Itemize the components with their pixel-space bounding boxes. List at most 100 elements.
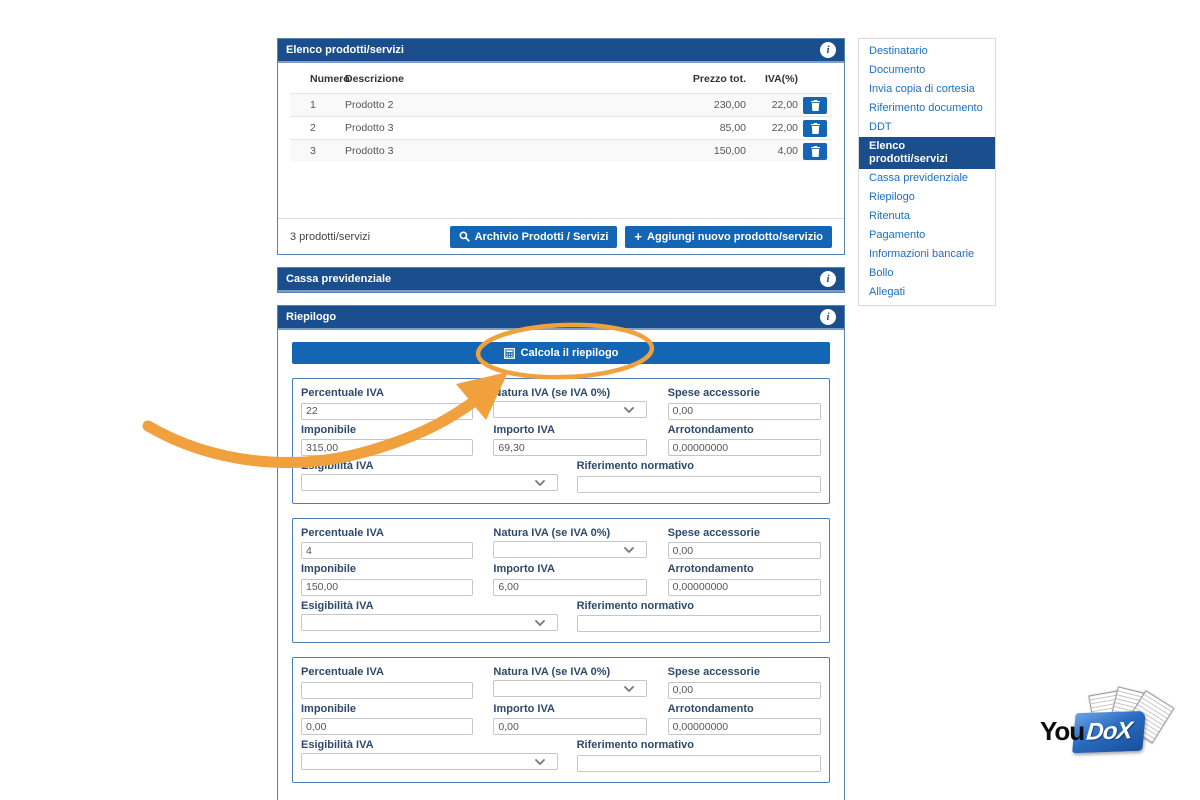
delete-row-button[interactable] (803, 96, 827, 114)
esigibilita-iva-select[interactable] (301, 474, 559, 491)
youdox-logo: DoX You (1040, 686, 1185, 762)
importo-iva-input[interactable] (493, 578, 647, 596)
sidebar-nav-item[interactable]: DDT (869, 121, 892, 133)
table-row: 1 Prodotto 2 230,00 22,00 (290, 93, 832, 116)
search-icon (459, 231, 470, 242)
cell-prezzo: 230,00 (713, 99, 746, 111)
sidebar-nav-item[interactable]: Invia copia di cortesia (869, 83, 975, 95)
cell-numero: 1 (310, 99, 316, 111)
col-header-prezzo: Prezzo tot. (692, 73, 746, 85)
label-imponibile: Imponibile (301, 563, 356, 575)
info-icon[interactable]: i (820, 309, 836, 325)
delete-row-button[interactable] (803, 119, 827, 137)
riferimento-normativo-input[interactable] (576, 754, 821, 772)
importo-iva-input[interactable] (493, 718, 647, 735)
label-natura-iva: Natura IVA (se IVA 0%) (493, 387, 611, 399)
riferimento-normativo-input[interactable] (576, 475, 821, 493)
importo-iva-input[interactable] (493, 439, 647, 456)
riferimento-normativo-input[interactable] (576, 615, 821, 632)
calcola-riepilogo-button[interactable]: Calcola il riepilogo (292, 342, 830, 364)
sidebar-nav-item[interactable]: Pagamento (869, 229, 926, 241)
label-arrotondamento: Arrotondamento (667, 702, 754, 715)
col-header-numero: Numero (310, 73, 350, 85)
imponibile-input[interactable] (301, 578, 473, 596)
chevron-down-icon (535, 480, 546, 486)
chevron-down-icon (623, 546, 634, 553)
label-spese-accessorie: Spese accessorie (667, 387, 760, 399)
cell-iva: 4,00 (777, 145, 798, 157)
iva-summary-block: Percentuale IVA Natura IVA (se IVA 0%) S… (292, 378, 830, 504)
sidebar-nav-item[interactable]: Allegati (869, 286, 906, 298)
panel-elenco-header: Elenco prodotti/servizi i (278, 39, 844, 63)
trash-icon (810, 145, 820, 157)
sidebar-nav-item[interactable]: Cassa previdenziale (869, 172, 969, 184)
label-importo-iva: Importo IVA (493, 563, 555, 575)
spese-accessorie-input[interactable] (667, 402, 821, 420)
natura-iva-select[interactable] (493, 540, 647, 558)
arrotondamento-input[interactable] (667, 578, 821, 596)
esigibilita-iva-select[interactable] (301, 753, 559, 770)
cell-descrizione: Prodotto 2 (345, 99, 394, 111)
sidebar-nav-item[interactable]: Elenco prodotti/servizi (859, 137, 995, 169)
spese-accessorie-input[interactable] (667, 542, 821, 559)
chevron-down-icon (535, 619, 546, 626)
archivio-prodotti-button[interactable]: Archivio Prodotti / Servizi (449, 225, 618, 248)
info-icon[interactable]: i (820, 271, 836, 287)
cell-numero: 2 (310, 122, 316, 134)
sidebar-nav-item[interactable]: Informazioni bancarie (869, 248, 975, 260)
label-importo-iva: Importo IVA (493, 702, 555, 715)
percentuale-iva-input[interactable] (301, 402, 473, 420)
table-body: 1 Prodotto 2 230,00 22,00 2 Prodotto (290, 93, 832, 162)
col-header-descrizione: Descrizione (345, 73, 404, 85)
label-arrotondamento: Arrotondamento (667, 563, 754, 575)
panel-riepilogo-header: Riepilogo i (278, 306, 844, 330)
trash-icon (810, 122, 820, 134)
imponibile-input[interactable] (301, 439, 473, 456)
aggiungi-prodotto-button[interactable]: + Aggiungi nuovo prodotto/servizio (625, 225, 832, 248)
percentuale-iva-input[interactable] (301, 681, 473, 699)
sidebar-nav-item[interactable]: Ritenuta (869, 210, 910, 222)
sidebar-nav-item[interactable]: Documento (869, 64, 926, 76)
panel-cassa-header: Cassa previdenziale i (278, 268, 844, 292)
cell-numero: 3 (310, 145, 316, 157)
natura-iva-select[interactable] (493, 401, 647, 418)
logo-dox-text: DoX (1085, 717, 1133, 746)
label-imponibile: Imponibile (301, 423, 356, 436)
label-esigibilita-iva: Esigibilità IVA (301, 739, 374, 751)
cell-descrizione: Prodotto 3 (345, 145, 394, 157)
sidebar-nav-item[interactable]: Riferimento documento (869, 102, 983, 114)
info-icon[interactable]: i (820, 42, 836, 58)
sidebar-nav-item[interactable]: Bollo (869, 267, 894, 279)
products-table: Numero Descrizione Prezzo tot. IVA(%) 1 … (278, 63, 844, 218)
delete-row-button[interactable] (803, 142, 827, 160)
cell-prezzo: 150,00 (713, 145, 746, 157)
cell-descrizione: Prodotto 3 (345, 122, 394, 134)
percentuale-iva-input[interactable] (301, 542, 473, 559)
spese-accessorie-input[interactable] (667, 681, 821, 699)
label-percentuale-iva: Percentuale IVA (301, 387, 384, 399)
section-nav-sidebar: Destinatario Documento Invia copia di co… (858, 38, 996, 306)
esigibilita-iva-select[interactable] (301, 613, 559, 631)
label-riferimento-normativo: Riferimento normativo (576, 739, 694, 751)
panel-cassa-previdenziale: Cassa previdenziale i (277, 267, 845, 293)
label-spese-accessorie: Spese accessorie (667, 666, 760, 678)
label-esigibilita-iva: Esigibilità IVA (301, 599, 374, 612)
imponibile-input[interactable] (301, 718, 473, 735)
cell-iva: 22,00 (771, 99, 798, 111)
label-percentuale-iva: Percentuale IVA (301, 666, 384, 678)
panel-riepilogo: Riepilogo i Calcola il riepilogo Percent… (277, 305, 845, 800)
arrotondamento-input[interactable] (667, 439, 821, 456)
label-riferimento-normativo: Riferimento normativo (576, 460, 694, 472)
label-natura-iva: Natura IVA (se IVA 0%) (493, 666, 611, 678)
label-riferimento-normativo: Riferimento normativo (576, 599, 694, 612)
table-row: 2 Prodotto 3 85,00 22,00 (290, 116, 832, 139)
natura-iva-select[interactable] (493, 680, 647, 697)
label-importo-iva: Importo IVA (493, 423, 555, 436)
sidebar-nav-item[interactable]: Destinatario (869, 45, 928, 57)
sidebar-nav-item[interactable]: Riepilogo (869, 191, 915, 203)
label-spese-accessorie: Spese accessorie (667, 526, 760, 539)
panel-cassa-title: Cassa previdenziale (286, 273, 392, 285)
panel-riepilogo-title: Riepilogo (286, 311, 337, 323)
table-row: 3 Prodotto 3 150,00 4,00 (290, 139, 832, 162)
arrotondamento-input[interactable] (667, 718, 821, 735)
